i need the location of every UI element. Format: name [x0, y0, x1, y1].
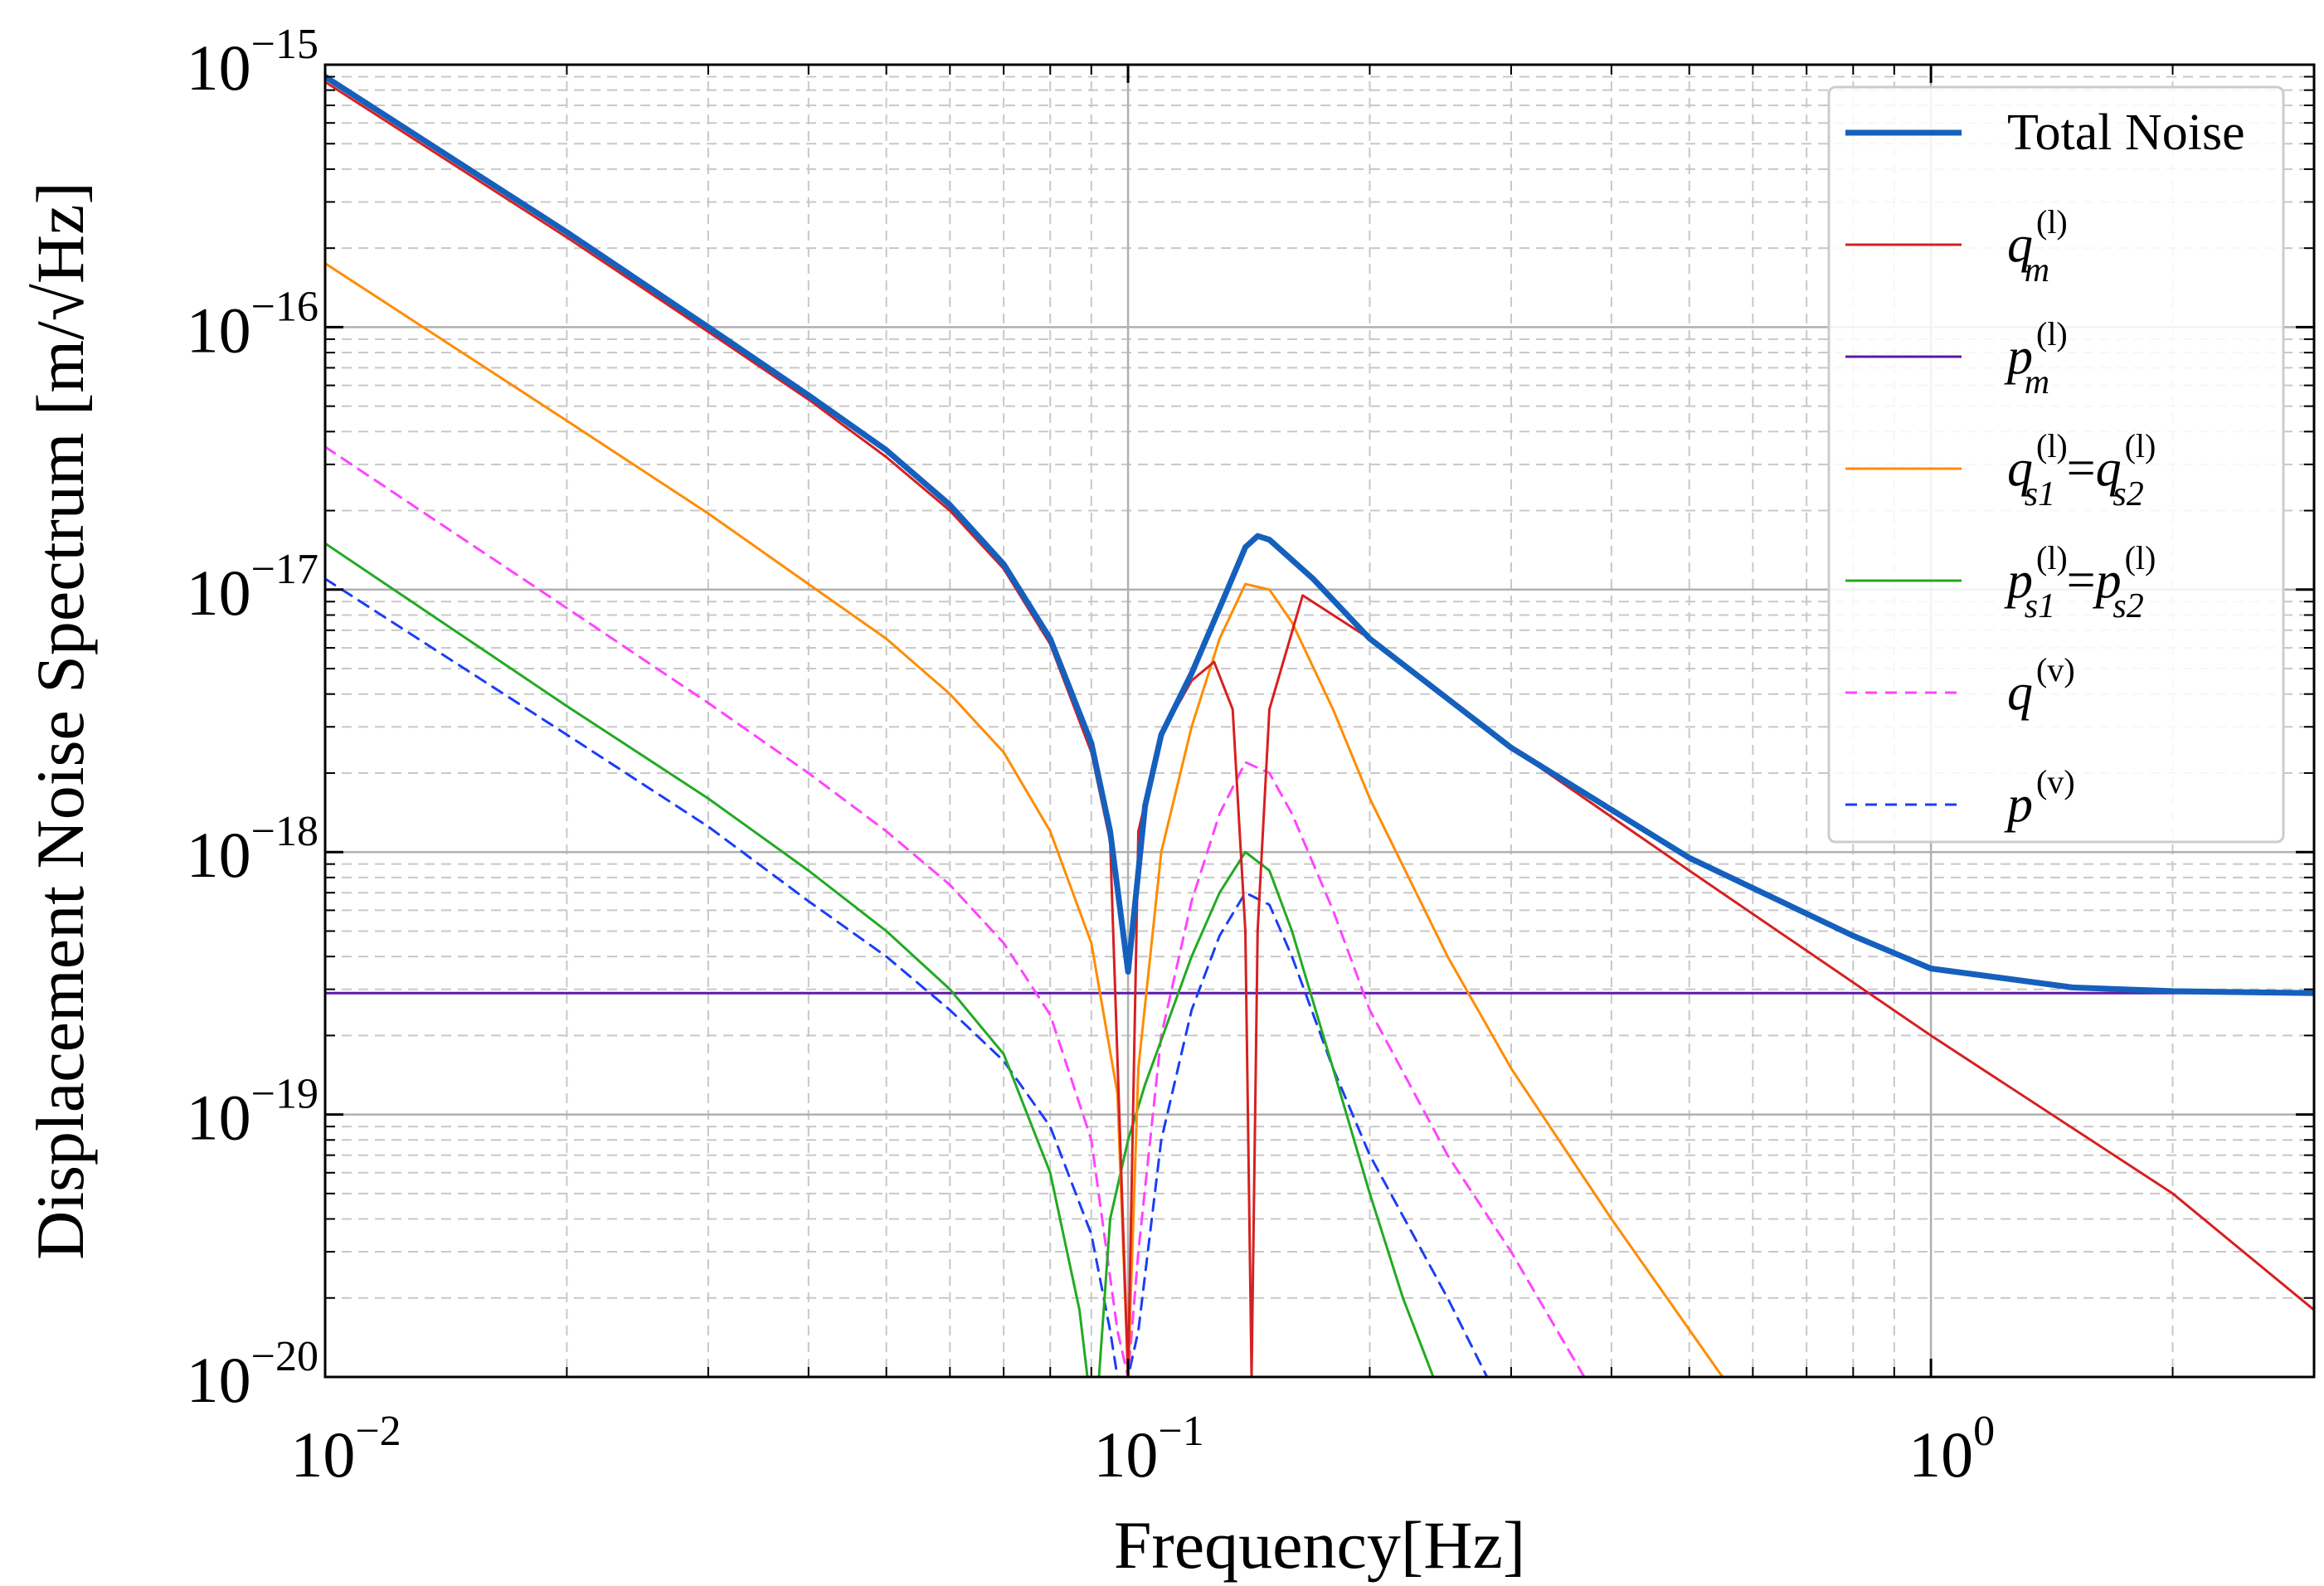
y-tick-label: 10−16: [187, 283, 318, 366]
x-tick-label: 10−1: [1093, 1408, 1203, 1491]
legend-box: [1827, 85, 2285, 844]
x-tick-label: 100: [1908, 1408, 1995, 1491]
y-axis-label: Displacement Noise Spectrum [m/√Hz]: [22, 182, 98, 1260]
x-tick-label: 10−2: [290, 1408, 401, 1491]
axis-ticks: [323, 63, 2315, 1379]
series-layer: [325, 74, 2314, 1377]
y-tick-label: 10−17: [187, 546, 318, 629]
x-tick-labels: 10−2 10−1 100: [290, 1408, 1995, 1491]
series-line: [325, 74, 2314, 996]
plot-frame: [323, 63, 2316, 1379]
legend-label: p (v): [2004, 763, 2078, 833]
legend-label: q (l) s1 =q (l) s2: [2007, 427, 2156, 513]
series-line: [325, 262, 1724, 1377]
legend: Total Noise q (l) m p (l) m q (l) s1 =q (l) s2 p(…: [1827, 85, 2285, 844]
series-line: [325, 445, 1586, 1377]
x-axis-label: Frequency[Hz]: [1114, 1507, 1525, 1583]
y-tick-labels: 10−20 10−19 10−18 10−17 10−16 10−15: [187, 21, 318, 1416]
series-line: [325, 542, 1435, 1377]
y-tick-label: 10−19: [187, 1071, 318, 1154]
legend-label: p (l) m: [2004, 315, 2068, 401]
legend-label: q (l) m: [2007, 203, 2068, 289]
y-tick-label: 10−15: [187, 21, 318, 104]
legend-label: p (l) s1 =p (l) s2: [2004, 539, 2156, 625]
y-tick-label: 10−18: [187, 808, 318, 891]
legend-label: Total Noise: [2007, 105, 2245, 161]
series-line: [325, 577, 1489, 1377]
y-tick-label: 10−20: [187, 1333, 318, 1416]
legend-label: q (v): [2007, 651, 2078, 721]
